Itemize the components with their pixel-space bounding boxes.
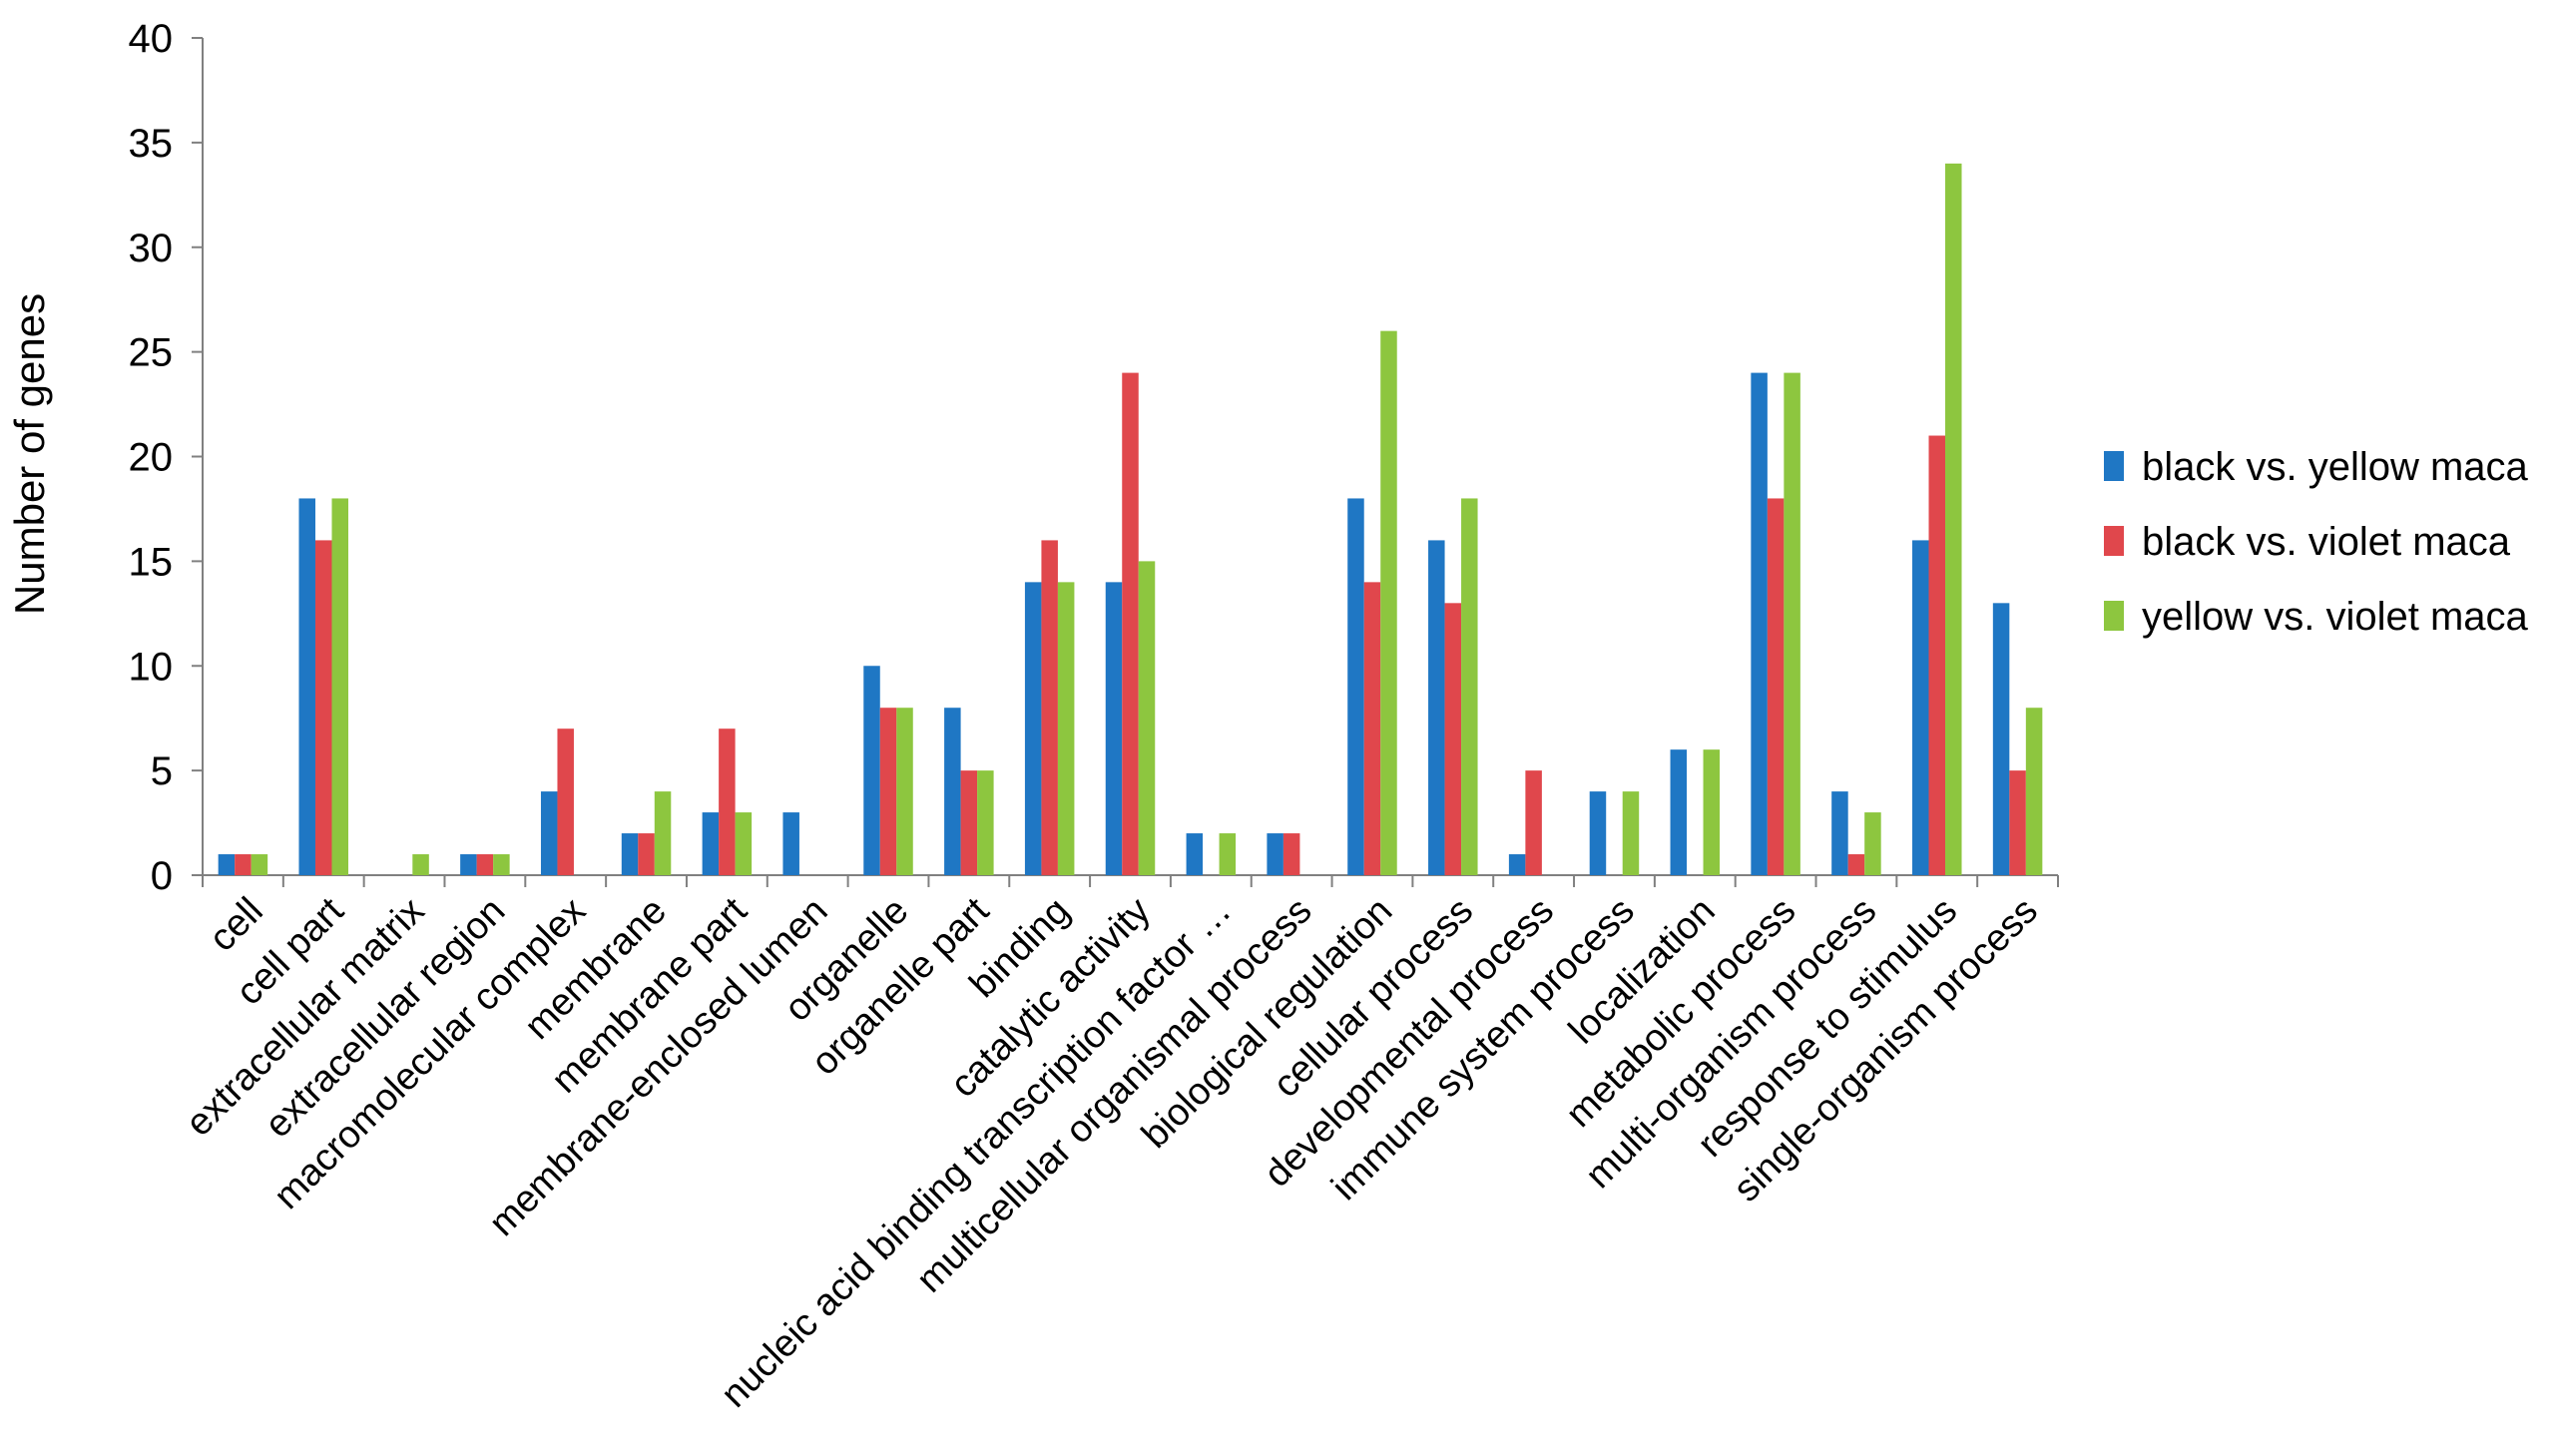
legend-swatch [2104,526,2124,556]
y-tick-label: 30 [129,227,174,270]
bar [654,791,672,875]
bar [1767,498,1785,875]
legend-label: black vs. yellow maca [2142,445,2529,489]
bar [1847,854,1865,875]
bar [960,770,978,875]
y-tick-label: 15 [129,540,174,584]
bar [1122,372,1139,875]
bar [879,708,897,875]
bar [1751,372,1768,875]
y-tick-label: 10 [129,645,174,689]
bar [1282,833,1300,875]
bar [782,812,799,875]
bar [298,498,315,875]
bar [1428,540,1445,875]
bar [557,728,574,875]
bar [1508,854,1526,875]
bar [944,708,961,875]
bar [460,854,477,875]
bar [896,708,913,875]
bar [1363,582,1381,875]
bar [493,854,510,875]
bar [1041,540,1058,875]
bar [1703,749,1721,875]
bars [218,163,2043,876]
bar [1864,812,1881,875]
bar [2025,708,2043,875]
bar [1057,582,1075,875]
bar [1670,749,1688,875]
bar [1024,582,1042,875]
bar [1380,330,1397,875]
y-tick-label: 35 [129,122,174,166]
bar [702,812,720,875]
bar [977,770,994,875]
bar [1912,540,1929,875]
legend-label: yellow vs. violet maca [2142,595,2529,639]
legend-label: black vs. violet maca [2142,520,2511,564]
bar [735,812,753,875]
bar [314,540,332,875]
bar [1219,833,1237,875]
bar [1105,582,1123,875]
bar [1945,163,1962,876]
bar [1461,498,1478,875]
bar [719,728,736,875]
bar [1347,498,1364,875]
bar [235,854,252,875]
bar [218,854,236,875]
x-axis [202,874,2059,887]
bar [1831,791,1848,875]
bar [1186,833,1204,875]
y-tick-label: 5 [151,749,173,793]
bar [2009,770,2026,875]
bar [1928,435,1946,875]
bar [1589,791,1607,875]
y-axis: 0 5 10 15 20 25 30 35 40 [129,17,204,898]
y-tick-label: 0 [151,854,173,898]
bar [1784,372,1800,875]
bar [1622,791,1640,875]
bar [1525,770,1542,875]
y-tick-label: 25 [129,331,174,375]
bar [1138,561,1156,875]
category-label: cell [202,890,271,960]
y-tick-label: 20 [129,436,174,480]
bar [251,854,268,875]
bar [638,833,655,875]
bar [863,666,880,875]
bar [621,833,639,875]
y-tick-label: 40 [129,17,174,61]
bar [331,498,348,875]
bar [412,854,429,875]
bar [476,854,494,875]
bar [1444,603,1462,875]
bar [1992,603,2010,875]
bar [540,791,558,875]
bar [1267,833,1283,875]
legend: black vs. yellow maca black vs. violet ma… [2104,445,2529,639]
legend-swatch [2104,451,2124,481]
y-axis-title: Number of genes [6,293,53,615]
legend-swatch [2104,601,2124,631]
